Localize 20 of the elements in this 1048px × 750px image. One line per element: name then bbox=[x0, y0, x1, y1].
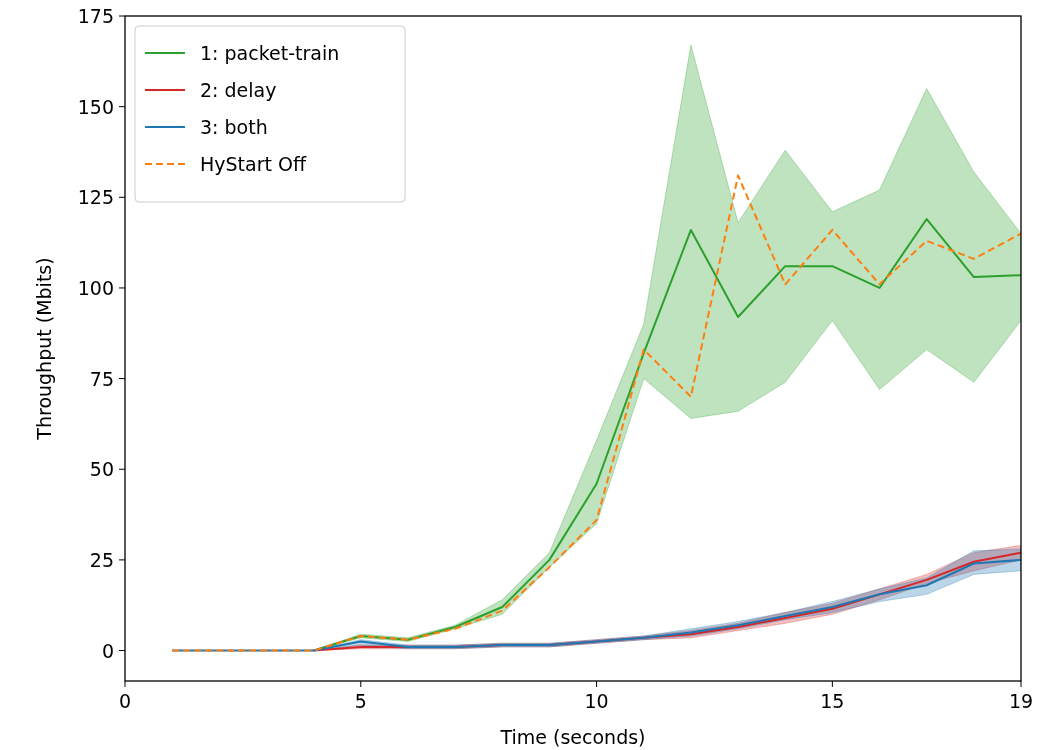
y-tick-label: 175 bbox=[77, 5, 114, 27]
x-tick-label: 10 bbox=[584, 690, 609, 712]
legend-label: HyStart Off bbox=[200, 153, 307, 175]
y-tick-label: 75 bbox=[89, 367, 114, 390]
x-tick-label: 5 bbox=[354, 690, 367, 712]
y-tick-label: 125 bbox=[77, 186, 114, 209]
x-axis-title: Time (seconds) bbox=[499, 726, 646, 748]
x-tick-label: 0 bbox=[118, 690, 132, 712]
y-axis-title: Throughput (Mbits) bbox=[33, 257, 55, 441]
line-series bbox=[171, 174, 1021, 652]
y-tick-label: 50 bbox=[89, 458, 114, 481]
legend-label: 1: packet-train bbox=[200, 42, 340, 64]
y-tick-label: 0 bbox=[101, 639, 114, 662]
x-tick-label: 19 bbox=[1008, 690, 1034, 712]
legend-label: 2: delay bbox=[200, 79, 277, 101]
y-tick-label: 100 bbox=[77, 276, 114, 299]
legend-label: 3: both bbox=[200, 116, 268, 138]
x-tick-label: 15 bbox=[820, 690, 845, 712]
y-tick-label: 25 bbox=[89, 548, 114, 571]
y-tick-label: 150 bbox=[77, 95, 114, 118]
